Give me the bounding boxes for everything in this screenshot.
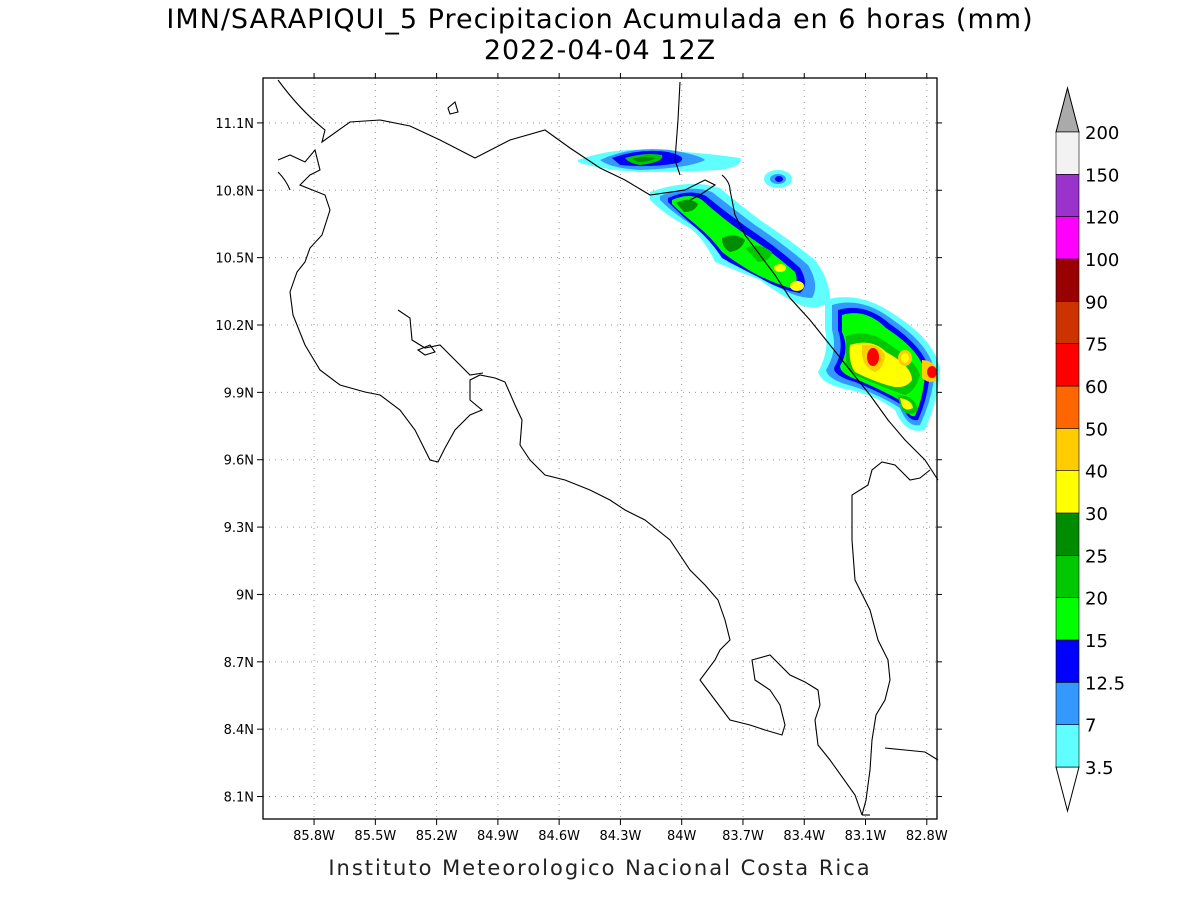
- colorbar-swatch: [1055, 639, 1080, 683]
- lon-tick-label: 84.3W: [600, 829, 642, 844]
- colorbar-level-label: 75: [1085, 335, 1108, 356]
- map-subtitle-date: 2022-04-04 12Z: [483, 35, 717, 66]
- lon-tick-label: 83.4W: [783, 829, 825, 844]
- lat-tick-label: 8.1N: [224, 791, 254, 806]
- lon-tick-label: 83.7W: [722, 829, 764, 844]
- lon-tick-label: 85.5W: [354, 829, 396, 844]
- colorbar-swatch: [1055, 385, 1080, 429]
- colorbar-high-arrow: [1055, 86, 1080, 133]
- lat-tick-label: 8.7N: [224, 656, 254, 671]
- lon-tick-label: 84.6W: [538, 829, 580, 844]
- colorbar-level-label: 20: [1085, 589, 1108, 610]
- map-frame: [262, 77, 938, 820]
- colorbar-swatch: [1055, 131, 1080, 175]
- colorbar-level-label: 120: [1085, 208, 1119, 229]
- colorbar-level-label: 40: [1085, 462, 1108, 483]
- lat-tick-label: 9N: [236, 588, 254, 603]
- lon-tick-label: 84.9W: [477, 829, 519, 844]
- lon-tick-label: 84W: [667, 829, 697, 844]
- colorbar-swatch: [1055, 682, 1080, 725]
- colorbar-swatch: [1055, 512, 1080, 556]
- lon-tick-label: 82.8W: [906, 829, 948, 844]
- colorbar-swatch: [1055, 555, 1080, 598]
- colorbar-swatch: [1055, 343, 1080, 387]
- colorbar-level-label: 200: [1085, 123, 1119, 144]
- colorbar-swatch: [1055, 724, 1080, 768]
- colorbar-level-label: 30: [1085, 504, 1108, 525]
- colorbar-level-label: 50: [1085, 419, 1108, 440]
- colorbar-swatch: [1055, 470, 1080, 514]
- axis-ticks: 85.8W 85.5W 85.2W 84.9W 84.6W 84.3W 84W 83.7W 83…: [215, 73, 948, 844]
- lat-tick-label: 10.8N: [215, 184, 254, 199]
- footer-credit: Instituto Meteorologico Nacional Costa R…: [328, 856, 872, 880]
- lon-tick-label: 83.1W: [845, 829, 887, 844]
- lat-tick-label: 9.9N: [224, 386, 254, 401]
- colorbar-swatch: [1055, 301, 1080, 344]
- map-title: IMN/SARAPIQUI_5 Precipitacion Acumulada …: [166, 4, 1034, 35]
- grid-lines: [263, 78, 937, 819]
- colorbar-level-label: 12.5: [1085, 673, 1125, 694]
- lon-tick-label: 85.2W: [416, 829, 458, 844]
- colorbar-level-label: 90: [1085, 292, 1108, 313]
- lat-tick-label: 11.1N: [215, 117, 254, 132]
- colorbar-low-arrow: [1055, 766, 1080, 813]
- lat-tick-label: 9.6N: [224, 454, 254, 469]
- colorbar-level-label: 100: [1085, 250, 1119, 271]
- precipitation-field: [578, 149, 940, 431]
- lat-tick-label: 10.2N: [215, 319, 254, 334]
- colorbar-level-label: 7: [1085, 716, 1096, 737]
- colorbar-swatch: [1055, 428, 1080, 471]
- colorbar-level-label: 60: [1085, 377, 1108, 398]
- lat-tick-label: 10.5N: [215, 252, 254, 267]
- colorbar-swatch: [1055, 597, 1080, 641]
- colorbar-swatch: [1055, 258, 1080, 302]
- colorbar: 3.5 7 12.5 15 20 25 30 40 50 60 75 90 100 120 150 200: [1055, 86, 1125, 813]
- colorbar-swatch: [1055, 174, 1080, 217]
- lat-tick-label: 8.4N: [224, 723, 254, 738]
- colorbar-swatch: [1055, 216, 1080, 260]
- colorbar-level-label: 15: [1085, 631, 1108, 652]
- lat-tick-label: 9.3N: [224, 521, 254, 536]
- coastlines-and-borders: [277, 79, 939, 816]
- lon-tick-label: 85.8W: [293, 829, 335, 844]
- colorbar-level-label: 3.5: [1085, 758, 1114, 779]
- colorbar-level-label: 25: [1085, 546, 1108, 567]
- colorbar-level-label: 150: [1085, 165, 1119, 186]
